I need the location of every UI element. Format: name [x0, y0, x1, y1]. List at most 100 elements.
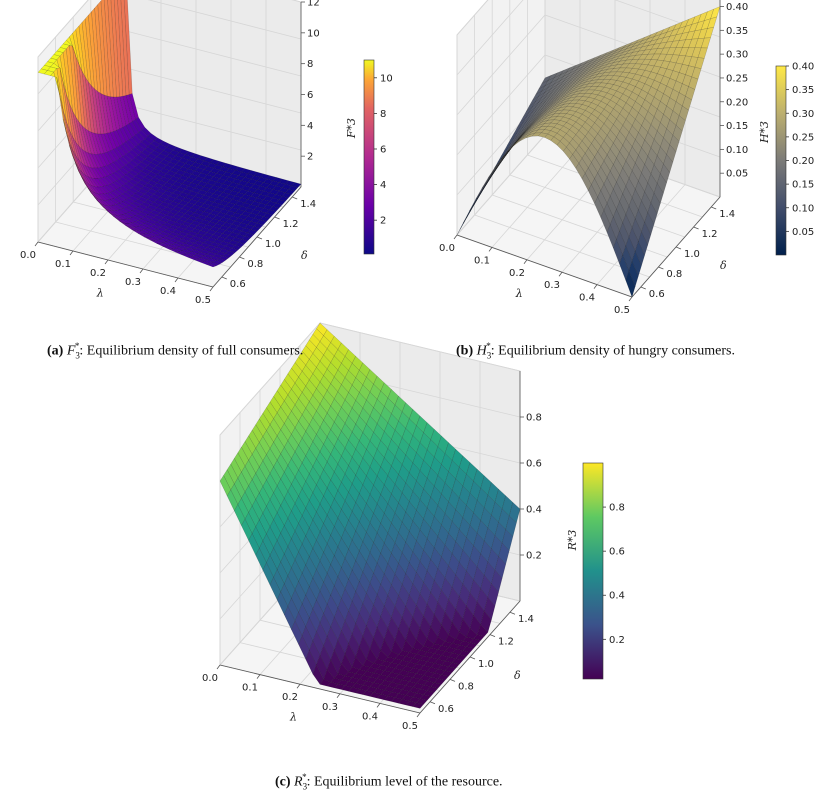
- x-tick-mark: [139, 268, 144, 274]
- surface-patch: [222, 253, 233, 259]
- x-tick-mark: [376, 703, 381, 708]
- caption-symbol: F: [66, 343, 76, 359]
- x-tick-label: 0.5: [402, 721, 418, 732]
- y-tick-mark: [221, 276, 227, 280]
- surface-patch: [641, 221, 652, 246]
- surface-patch: [682, 96, 692, 111]
- colorbar-tick-label: 0.8: [609, 503, 625, 514]
- z-tick-label: 0.10: [726, 145, 748, 156]
- surface-patch: [666, 144, 677, 163]
- caption-a: (a) F3*: Equilibrium density of full con…: [47, 341, 303, 360]
- colorbar-tick-label: 8: [380, 109, 386, 120]
- y-tick-label: 0.8: [458, 681, 474, 692]
- caption-b: (b) H3*: Equilibrium density of hungry c…: [456, 341, 735, 360]
- y-tick-label: 1.4: [518, 614, 534, 625]
- x-axis-label: λ: [96, 286, 104, 299]
- y-tick-mark: [469, 656, 476, 660]
- z-tick-label: 2: [307, 152, 313, 163]
- z-tick-label: 0.2: [526, 551, 542, 562]
- surface-patch: [694, 57, 705, 69]
- x-tick-label: 0.0: [202, 673, 218, 684]
- surface-patch: [638, 231, 648, 257]
- colorbar-tick-label: 0.40: [792, 62, 814, 73]
- y-tick-label: 1.0: [684, 249, 700, 260]
- surface-patch: [266, 209, 277, 216]
- x-tick-label: 0.1: [242, 683, 258, 694]
- surface: [219, 322, 521, 709]
- colorbar-tick-label: 6: [380, 144, 386, 155]
- colorbar-tick-label: 0.05: [792, 227, 814, 238]
- x-tick-label: 0.0: [20, 250, 36, 261]
- colorbar-tick-label: 2: [380, 216, 386, 227]
- caption-sup: *: [302, 772, 307, 782]
- x-tick-mark: [34, 241, 39, 247]
- y-tick-mark: [292, 196, 298, 200]
- x-tick-mark: [488, 247, 493, 252]
- surface-patch: [675, 115, 686, 132]
- x-tick-label: 0.1: [55, 259, 71, 270]
- x-tick-mark: [593, 284, 598, 289]
- caption-tag: (c): [275, 774, 291, 790]
- colorbar-tick-label: 4: [380, 180, 386, 191]
- chart-full-consumers: 0.0 0.1 0.2 0.3 0.4 0.5 λ 0.60.81.01.21.4 δ 2 4 6 8 1…: [20, 0, 393, 306]
- caption-text: : Equilibrium density of full consumers.: [79, 343, 304, 359]
- surface-patch: [244, 232, 255, 238]
- x-axis-line: [37, 241, 214, 288]
- y-axis-label: δ: [301, 249, 308, 262]
- y-tick-mark: [711, 206, 717, 210]
- surface-patch: [225, 250, 236, 256]
- chart-resource: 0.0 0.1 0.2 0.3 0.4 0.5 λ 0.6 0.8 1.0 1.2 1.4 δ 0.2 0.…: [202, 321, 625, 732]
- z-tick-label: 0.6: [526, 459, 542, 470]
- y-tick-mark: [449, 679, 456, 682]
- y-axis-label: δ: [514, 669, 521, 682]
- surface-patch: [700, 37, 711, 49]
- surface-patch: [494, 556, 506, 579]
- surface-patch: [628, 260, 639, 288]
- colorbar-tick-label: 10: [380, 73, 393, 84]
- surface-patch: [412, 702, 424, 709]
- surface-patch: [697, 47, 708, 59]
- caption-tag: (a): [47, 343, 64, 359]
- y-tick-mark: [658, 266, 664, 270]
- x-tick-label: 0.1: [474, 255, 490, 266]
- z-axis-label: F*3: [345, 118, 358, 139]
- caption-text: : Equilibrium level of the resource.: [306, 774, 503, 790]
- z-tick-label: 0.40: [726, 2, 748, 13]
- surface: [456, 6, 721, 298]
- surface-patch: [212, 260, 223, 265]
- surface-patch: [688, 76, 699, 90]
- x-tick-label: 0.4: [160, 286, 176, 297]
- y-axis-label: δ: [720, 259, 727, 272]
- colorbar-tick-label: 0.10: [792, 203, 814, 214]
- caption-sub: 3: [302, 781, 308, 792]
- colorbar: [582, 462, 604, 680]
- x-tick-label: 0.5: [195, 295, 211, 306]
- z-tick-label: 0.4: [526, 505, 542, 516]
- surface-patch: [663, 154, 674, 173]
- surface-patch: [240, 235, 252, 242]
- colorbar-tick-label: 0.2: [609, 635, 625, 646]
- caption-c: (c) R3*: Equilibrium level of the resour…: [275, 772, 503, 791]
- x-tick-label: 0.5: [614, 305, 630, 316]
- caption-text: : Equilibrium density of hungry consumer…: [490, 343, 735, 359]
- x-tick-mark: [296, 683, 301, 689]
- x-tick-label: 0.2: [509, 268, 525, 279]
- x-axis-label: λ: [289, 711, 297, 724]
- surface-patch: [631, 250, 642, 277]
- y-tick-mark: [489, 634, 496, 637]
- y-tick-mark: [509, 611, 516, 615]
- x-axis-label: λ: [515, 287, 523, 300]
- y-tick-label: 1.4: [300, 199, 316, 210]
- surface-patch: [218, 255, 230, 261]
- surface: [37, 0, 302, 268]
- y-tick-mark: [429, 701, 436, 705]
- surface-patch: [653, 183, 664, 205]
- surface-patch: [625, 270, 636, 298]
- x-tick-label: 0.4: [362, 711, 378, 722]
- surface-patch: [660, 163, 670, 184]
- x-tick-mark: [174, 277, 179, 283]
- surface-patch: [678, 105, 689, 121]
- y-tick-label: 0.8: [247, 259, 263, 270]
- y-tick-label: 1.4: [719, 209, 735, 220]
- x-tick-label: 0.2: [282, 692, 298, 703]
